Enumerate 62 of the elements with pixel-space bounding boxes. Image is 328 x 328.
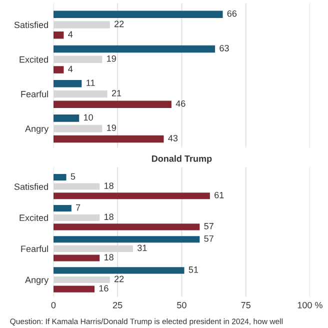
bar [53, 254, 100, 262]
data-label: 19 [107, 55, 116, 62]
bar [53, 214, 100, 221]
data-label: 66 [227, 10, 237, 17]
bar [53, 224, 200, 230]
bar [53, 10, 223, 18]
bar [53, 124, 102, 132]
bar [53, 114, 80, 122]
bar [53, 21, 110, 28]
bar [53, 80, 82, 88]
data-label: 10 [84, 114, 93, 121]
data-label: 43 [168, 134, 178, 142]
y-tick-label: Angry [25, 126, 49, 134]
x-tick-label: 50 [177, 302, 186, 308]
bar [53, 286, 95, 292]
y-tick-label: Fearful [21, 90, 48, 98]
bar [53, 276, 110, 284]
chart-title: Donald Trump [152, 155, 212, 164]
data-label: 63 [220, 44, 229, 52]
x-tick-label: 0 [51, 302, 56, 308]
bar [53, 31, 64, 39]
bar [53, 205, 72, 212]
x-tick-label: 75 [241, 302, 250, 308]
x-tick-label: 100 % [298, 302, 322, 308]
data-label: 22 [114, 276, 124, 282]
data-label: 22 [114, 20, 124, 28]
x-tick-label: 25 [113, 302, 122, 308]
y-tick-label: Angry [25, 276, 49, 285]
bar [53, 56, 102, 63]
data-label: 57 [204, 235, 214, 242]
data-label: 18 [104, 214, 114, 220]
bar [53, 236, 200, 243]
bar [53, 90, 108, 98]
data-label: 16 [99, 285, 108, 292]
data-label: 18 [104, 254, 114, 260]
data-label: 4 [68, 66, 73, 72]
y-tick-label: Satisfied [14, 21, 48, 28]
data-label: 57 [204, 223, 214, 230]
bar [53, 66, 64, 74]
data-label: 51 [188, 266, 198, 273]
bar [53, 174, 66, 180]
bar [53, 183, 100, 190]
y-tick-label: Excited [20, 214, 48, 221]
data-label: 11 [86, 80, 95, 86]
data-label: 19 [107, 124, 116, 131]
bar [53, 45, 216, 53]
bar [53, 245, 133, 252]
data-label: 21 [112, 90, 122, 96]
data-label: 7 [76, 204, 80, 211]
y-tick-label: Excited [20, 56, 48, 63]
bar [53, 267, 184, 274]
data-label: 31 [137, 244, 147, 252]
data-label: 4 [68, 31, 73, 38]
y-tick-label: Fearful [21, 245, 48, 252]
data-label: 18 [104, 182, 114, 189]
data-label: 5 [70, 173, 76, 180]
bar [53, 100, 172, 108]
data-label: 61 [214, 192, 224, 198]
bar [53, 135, 164, 143]
bar [53, 192, 210, 200]
y-tick-label: Satisfied [14, 183, 48, 190]
data-label: 46 [176, 100, 186, 107]
